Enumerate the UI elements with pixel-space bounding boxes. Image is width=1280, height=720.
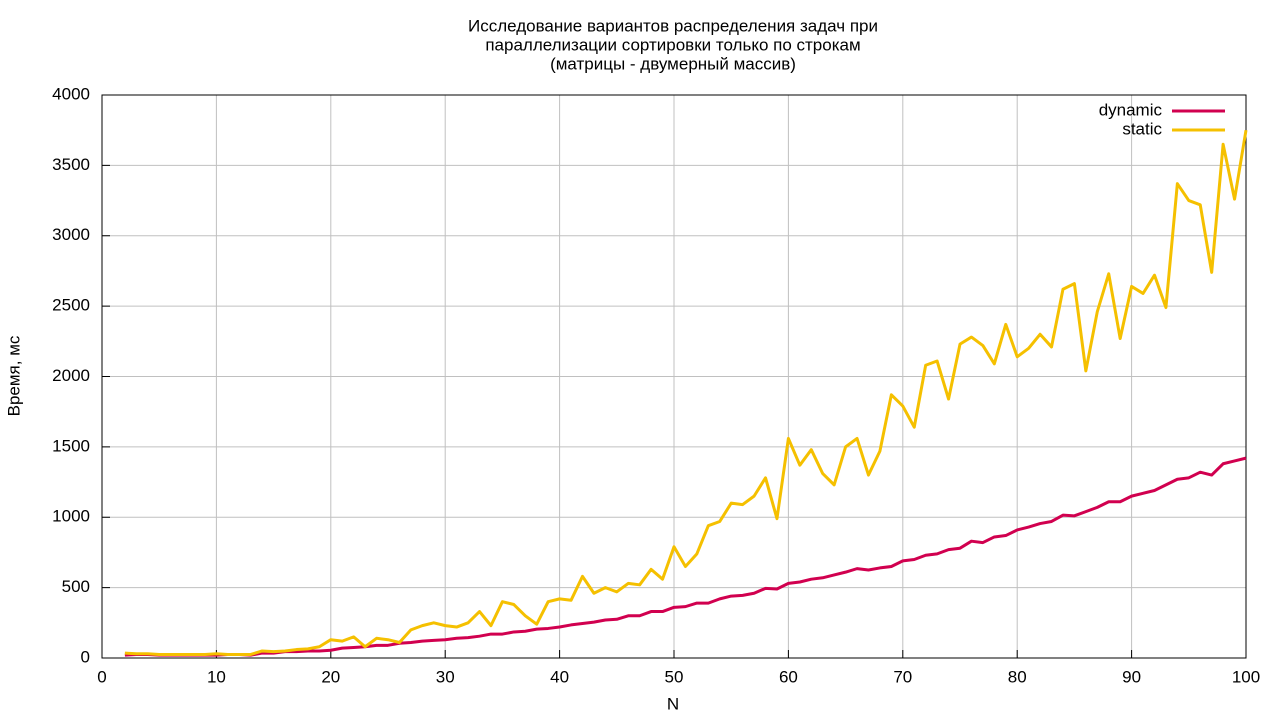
x-tick-label: 70 — [893, 667, 912, 686]
x-tick-label: 30 — [436, 667, 455, 686]
y-tick-label: 3000 — [52, 225, 90, 244]
data-line — [124, 129, 1248, 656]
y-tick-label: 2500 — [52, 296, 90, 315]
legend-label: dynamic — [1099, 100, 1163, 119]
x-axis-label: N — [667, 694, 679, 713]
y-tick-label: 500 — [62, 577, 90, 596]
x-tick-label: 20 — [321, 667, 340, 686]
y-tick-label: 4000 — [52, 84, 90, 103]
x-tick-label: 50 — [665, 667, 684, 686]
x-tick-label: 90 — [1122, 667, 1141, 686]
x-tick-label: 100 — [1232, 667, 1260, 686]
y-tick-label: 1000 — [52, 507, 90, 526]
chart-title: параллелизации сортировки только по стро… — [485, 35, 860, 54]
y-axis-label: Время, мс — [4, 335, 23, 416]
chart-title: Исследование вариантов распределения зад… — [468, 16, 878, 35]
y-tick-label: 2000 — [52, 366, 90, 385]
x-tick-label: 80 — [1008, 667, 1027, 686]
x-tick-label: 40 — [550, 667, 569, 686]
plot-frame — [101, 94, 1247, 659]
legend-label: static — [1122, 119, 1162, 138]
x-tick-label: 0 — [97, 667, 106, 686]
y-tick-label: 0 — [81, 647, 90, 666]
y-tick-label: 3500 — [52, 155, 90, 174]
y-tick-label: 1500 — [52, 436, 90, 455]
x-tick-label: 60 — [779, 667, 798, 686]
chart-title: (матрицы - двумерный массив) — [550, 54, 796, 73]
data-line — [124, 456, 1247, 657]
x-tick-label: 10 — [207, 667, 226, 686]
